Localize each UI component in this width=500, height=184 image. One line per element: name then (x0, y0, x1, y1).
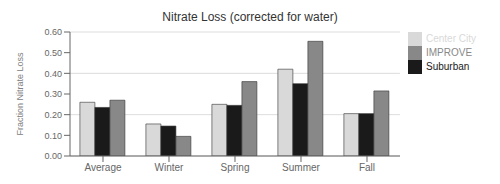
svg-text:0.10: 0.10 (44, 131, 62, 141)
svg-text:0.20: 0.20 (44, 110, 62, 120)
html-text:Suburban: Suburban (426, 60, 470, 72)
svg-text:0.50: 0.50 (44, 48, 62, 58)
html-text:IMPROVE: IMPROVE (426, 46, 473, 58)
svg-text:Winter: Winter (155, 162, 185, 173)
svg-text:Summer: Summer (282, 162, 320, 173)
html-text:Center City: Center City (426, 32, 476, 44)
svg-text:Fraction Nitrate Loss: Fraction Nitrate Loss (15, 52, 25, 136)
svg-text:Fall: Fall (359, 162, 375, 173)
svg-text:0.60: 0.60 (44, 27, 62, 37)
svg-text:Average: Average (84, 162, 122, 173)
html-text:Nitrate Loss (corrected for wa: Nitrate Loss (corrected for water) (162, 10, 338, 24)
svg-text:0.30: 0.30 (44, 89, 62, 99)
svg-text:0.40: 0.40 (44, 69, 62, 79)
svg-text:Spring: Spring (221, 162, 250, 173)
svg-text:0.00: 0.00 (44, 151, 62, 161)
